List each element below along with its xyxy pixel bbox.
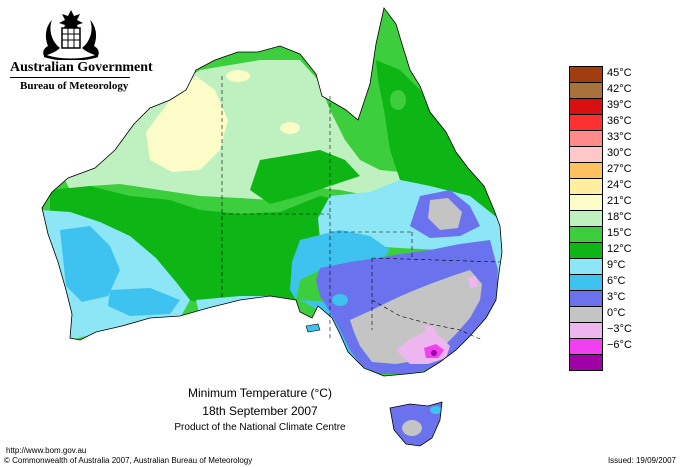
legend-label: 27°C [607,163,632,175]
issued-date: Issued: 19/09/2007 [607,456,676,465]
coat-of-arms-icon [43,10,99,60]
temperature-legend [569,66,603,371]
zone-6-9-west [60,226,120,302]
zone-6-9-southwest [108,288,180,316]
legend-swatch [570,323,602,339]
tasmania-coastline [389,401,443,447]
legend-label: 15°C [607,227,632,239]
legend-label: 0°C [607,307,626,319]
legend-label: 18°C [607,211,632,223]
legend-label: 9°C [607,259,626,271]
zone-minus3-0-alpine [424,326,438,338]
map-title: Minimum Temperature (°C) [188,386,332,400]
zone-0-3-north [428,198,462,230]
legend-label: 6°C [607,275,626,287]
copyright-text: © Commonwealth of Australia 2007, Austra… [4,456,253,465]
legend-label: 12°C [607,243,632,255]
legend-label: 39°C [607,99,632,111]
legend-swatch [570,227,602,243]
zone-below-minus6 [431,350,437,356]
zone-12-15-central [250,150,360,204]
website-url: http://www.bom.gov.au [6,446,87,455]
mainland-coastline [41,7,503,377]
legend-label: 3°C [607,291,626,303]
legend-swatch [570,211,602,227]
legend-swatch [570,163,602,179]
legend-swatch [570,147,602,163]
header-divider [10,77,130,78]
legend-label: 30°C [607,147,632,159]
government-title: Australian Government [10,60,153,75]
zone-0-3 [350,270,482,364]
legend-swatch [570,99,602,115]
legend-swatch [570,115,602,131]
legend-swatch [570,275,602,291]
legend-label: 45°C [607,67,632,79]
legend-label: −6°C [607,339,632,351]
map-product: Product of the National Climate Centre [174,422,346,433]
legend-label: 42°C [607,83,632,95]
legend-label: 21°C [607,195,632,207]
legend-swatch [570,291,602,307]
legend-swatch [570,307,602,323]
legend-swatch [570,339,602,355]
zone-12-15-east [376,60,502,230]
state-borders [221,76,501,341]
legend-swatch [570,67,602,83]
legend-swatch [570,259,602,275]
legend-label: −3°C [607,323,632,335]
legend-swatch [570,195,602,211]
legend-swatch [570,355,602,370]
kangaroo-island [305,323,321,333]
legend-label: 33°C [607,131,632,143]
legend-label: 24°C [607,179,632,191]
map-date: 18th September 2007 [202,404,318,418]
legend-swatch [570,131,602,147]
legend-swatch [570,179,602,195]
legend-label: 36°C [607,115,632,127]
legend-swatch [570,83,602,99]
legend-swatch [570,243,602,259]
zone-12-15-west [50,186,340,306]
bureau-title: Bureau of Meteorology [20,80,129,92]
zone-21-24 [146,76,228,172]
zone-minus3-0-ne [468,276,478,288]
